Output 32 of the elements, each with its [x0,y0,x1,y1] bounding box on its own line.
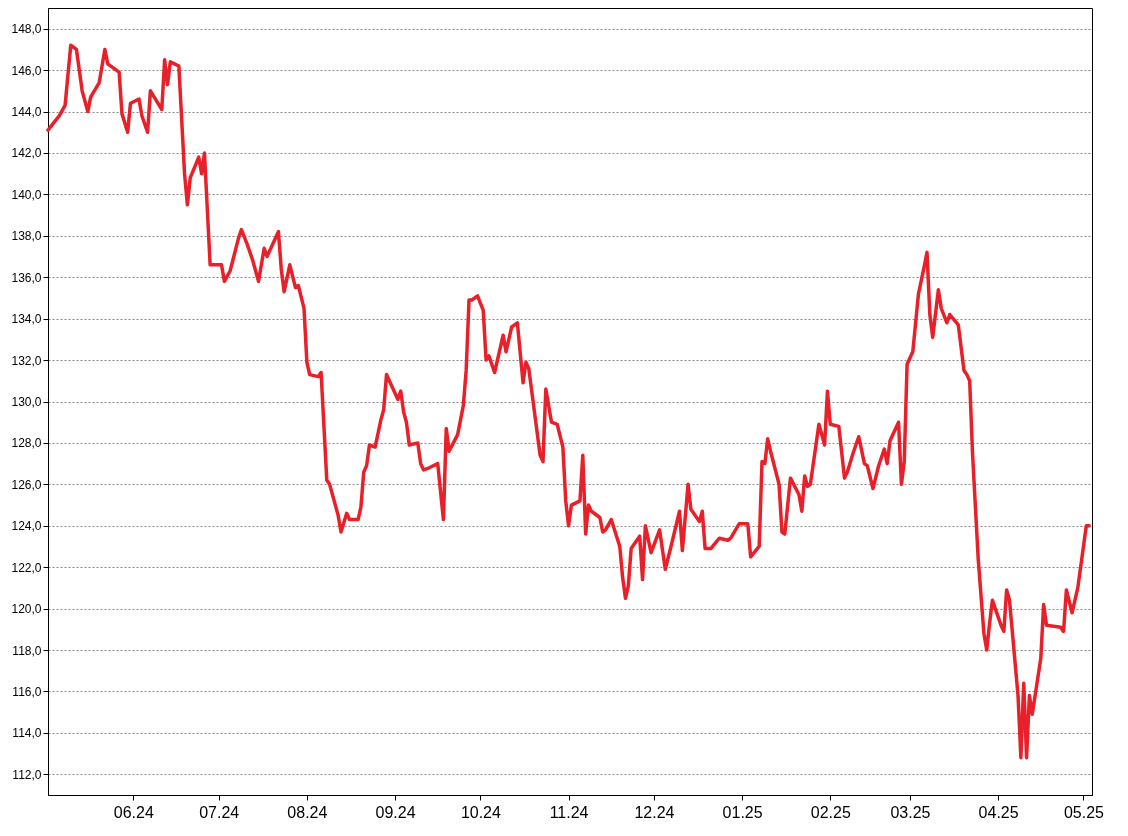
y-tick-label: 124,0 [11,519,42,534]
y-tick-label: 144,0 [11,105,42,120]
y-tick-label: 130,0 [11,395,42,409]
x-tick-label: 02.25 [810,803,851,821]
y-tick-label: 118,0 [12,643,42,658]
y-tick-label: 122,0 [11,560,42,575]
y-tick-label: 114,0 [12,726,42,741]
x-tick-label: 06.24 [113,803,154,821]
y-tick-label: 128,0 [11,436,42,451]
y-tick-label: 136,0 [11,270,42,285]
x-tick-label: 11.24 [549,803,589,821]
x-tick-label: 07.24 [199,803,240,821]
y-tick-label: 142,0 [11,146,42,161]
y-tick-label: 146,0 [11,63,42,78]
x-tick-label: 04.25 [978,803,1019,821]
y-tick-label: 148,0 [11,22,42,37]
y-tick-label: 138,0 [11,229,42,244]
x-tick-label: 10.24 [460,803,502,821]
x-tick-label: 09.24 [375,803,416,821]
x-tick-label: 01.25 [722,803,763,821]
y-tick-label: 112,0 [12,767,42,782]
y-tick-label: 140,0 [11,187,42,202]
x-tick-label: 12.24 [634,803,675,821]
y-tick-label: 116,0 [12,684,42,699]
y-tick-label: 132,0 [11,353,42,368]
x-tick-label: 08.24 [287,803,328,821]
x-tick-label: 03.25 [890,803,931,821]
x-tick-label: 05.25 [1063,803,1105,821]
y-tick-label: 126,0 [11,477,42,492]
y-tick-label: 134,0 [11,312,42,327]
y-tick-label: 120,0 [11,602,42,617]
line-series [46,43,1091,760]
